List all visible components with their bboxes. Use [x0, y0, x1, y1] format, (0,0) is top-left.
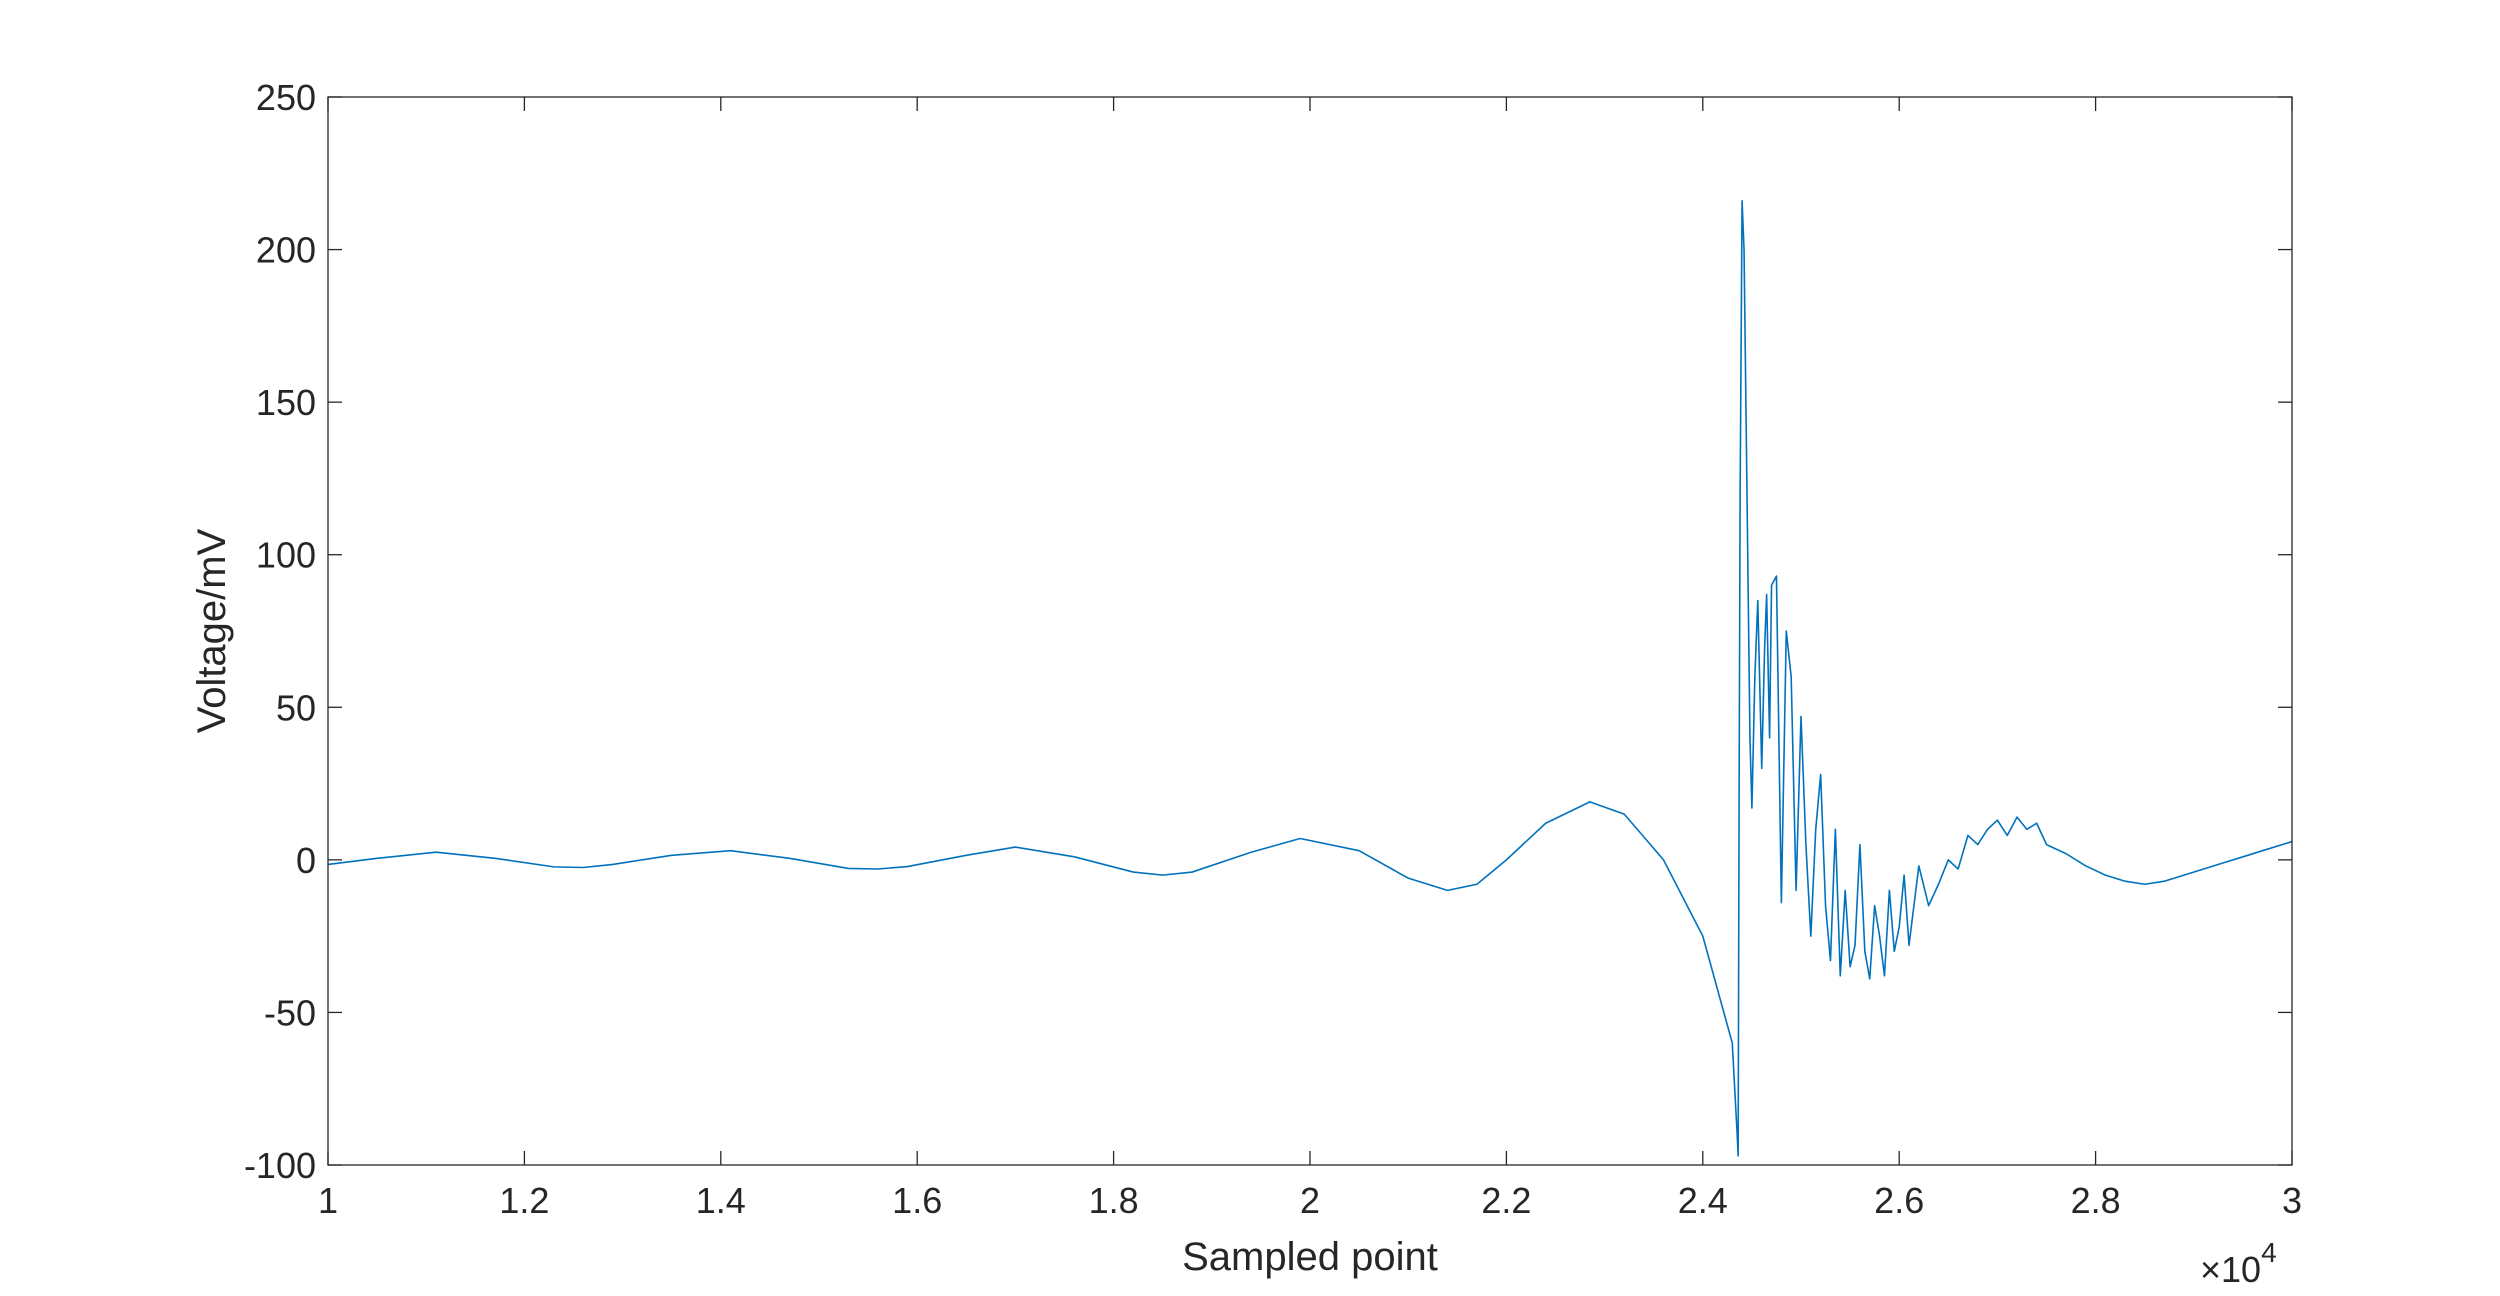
y-tick-label: 0	[296, 840, 316, 881]
x-axis-exponent-power: 4	[2261, 1237, 2277, 1268]
x-tick-label: 2.8	[2071, 1180, 2121, 1221]
y-tick-label: 150	[256, 382, 316, 423]
x-tick-label: 2	[1300, 1180, 1320, 1221]
plot-area-background	[328, 97, 2292, 1165]
axis-tick-labels: 1 1.2 1.4 1.6 1.8 2 2.2 2.4 2.6 2.8 3 -100 -50 0 50 100…	[244, 77, 2302, 1221]
x-tick-label: 1.6	[892, 1180, 942, 1221]
y-tick-label: 250	[256, 77, 316, 118]
x-tick-label: 1.8	[1089, 1180, 1139, 1221]
plot-area-box	[327, 96, 2293, 1166]
x-tick-label: 1	[318, 1180, 338, 1221]
x-axis-exponent-base: ×10	[2200, 1249, 2261, 1290]
series-line-voltage	[327, 199, 2293, 1157]
y-tick-label: -100	[244, 1145, 316, 1186]
y-tick-label: 50	[276, 687, 316, 728]
y-tick-label: 100	[256, 535, 316, 576]
x-tick-label: 2.4	[1678, 1180, 1728, 1221]
y-tick-label: 200	[256, 230, 316, 271]
x-axis-label: Sampled point	[1182, 1235, 1438, 1279]
x-tick-label: 1.2	[499, 1180, 549, 1221]
y-tick-label: -50	[264, 992, 316, 1033]
x-tick-label: 2.2	[1481, 1180, 1531, 1221]
x-tick-label: 2.6	[1874, 1180, 1924, 1221]
y-axis-label: Voltage/mV	[190, 528, 234, 733]
x-tick-label: 3	[2282, 1180, 2302, 1221]
x-axis-exponent: ×104	[2200, 1237, 2277, 1290]
x-tick-label: 1.4	[696, 1180, 746, 1221]
